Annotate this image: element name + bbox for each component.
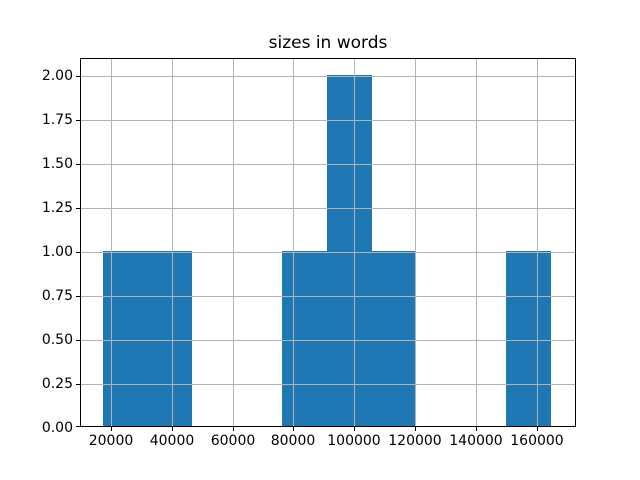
- x-gridline: [476, 57, 477, 428]
- y-tick-label: 0.00: [41, 419, 73, 436]
- x-tick-mark: [233, 427, 234, 432]
- y-tick-label: 0.50: [41, 331, 73, 348]
- x-tick-mark: [354, 427, 355, 432]
- histogram-bar: [327, 75, 372, 428]
- x-tick-label: 60000: [210, 433, 256, 450]
- y-gridline: [80, 207, 576, 209]
- x-gridline: [354, 57, 355, 428]
- x-gridline: [537, 57, 538, 428]
- y-gridline: [80, 163, 576, 165]
- y-tick-mark: [76, 207, 80, 209]
- y-tick-label: 0.25: [41, 375, 73, 392]
- y-tick-label: 1.25: [41, 199, 73, 216]
- histogram-bar: [506, 251, 551, 428]
- y-tick-mark: [76, 339, 80, 341]
- x-tick-mark: [172, 427, 173, 432]
- y-gridline: [80, 339, 576, 341]
- y-tick-mark: [76, 251, 80, 253]
- x-tick-mark: [293, 427, 294, 432]
- y-gridline: [80, 119, 576, 121]
- x-tick-label: 160000: [510, 433, 564, 450]
- y-tick-mark: [76, 383, 80, 385]
- x-tick-label: 120000: [388, 433, 442, 450]
- x-gridline: [293, 57, 294, 428]
- chart-title: sizes in words: [268, 33, 388, 53]
- y-tick-mark: [76, 295, 80, 297]
- x-tick-label: 140000: [449, 433, 503, 450]
- x-tick-mark: [476, 427, 477, 432]
- histogram-bar: [103, 251, 147, 428]
- y-gridline: [80, 383, 576, 385]
- histogram-bar: [147, 251, 192, 428]
- x-tick-label: 40000: [149, 433, 195, 450]
- y-gridline: [80, 251, 576, 253]
- x-tick-mark: [111, 427, 112, 432]
- y-tick-mark: [76, 426, 80, 428]
- x-tick-label: 80000: [270, 433, 316, 450]
- x-tick-mark: [415, 427, 416, 432]
- x-gridline: [172, 57, 173, 428]
- y-tick-mark: [76, 75, 80, 77]
- x-gridline: [111, 57, 112, 428]
- y-gridline: [80, 75, 576, 77]
- plot-area: 20000 40000 60000 80000 100000 120000 140000 16…: [42, 57, 576, 449]
- histogram-bar: [282, 251, 327, 428]
- y-tick-label: 1.75: [41, 111, 73, 128]
- y-tick-mark: [76, 119, 80, 121]
- x-gridline: [415, 57, 416, 428]
- grid-layer: [80, 57, 576, 428]
- x-gridline: [233, 57, 234, 428]
- y-gridline: [80, 295, 576, 297]
- bars-layer: [80, 58, 576, 428]
- x-tick-label: 20000: [88, 433, 134, 450]
- x-tick-label: 100000: [327, 433, 381, 450]
- y-tick-label: 2.00: [41, 67, 73, 84]
- y-tick-label: 1.00: [41, 243, 73, 260]
- histogram-bar: [372, 251, 416, 428]
- y-tick-label: 0.75: [41, 287, 73, 304]
- x-tick-mark: [537, 427, 538, 432]
- y-tick-label: 1.50: [41, 155, 73, 172]
- y-tick-mark: [76, 163, 80, 165]
